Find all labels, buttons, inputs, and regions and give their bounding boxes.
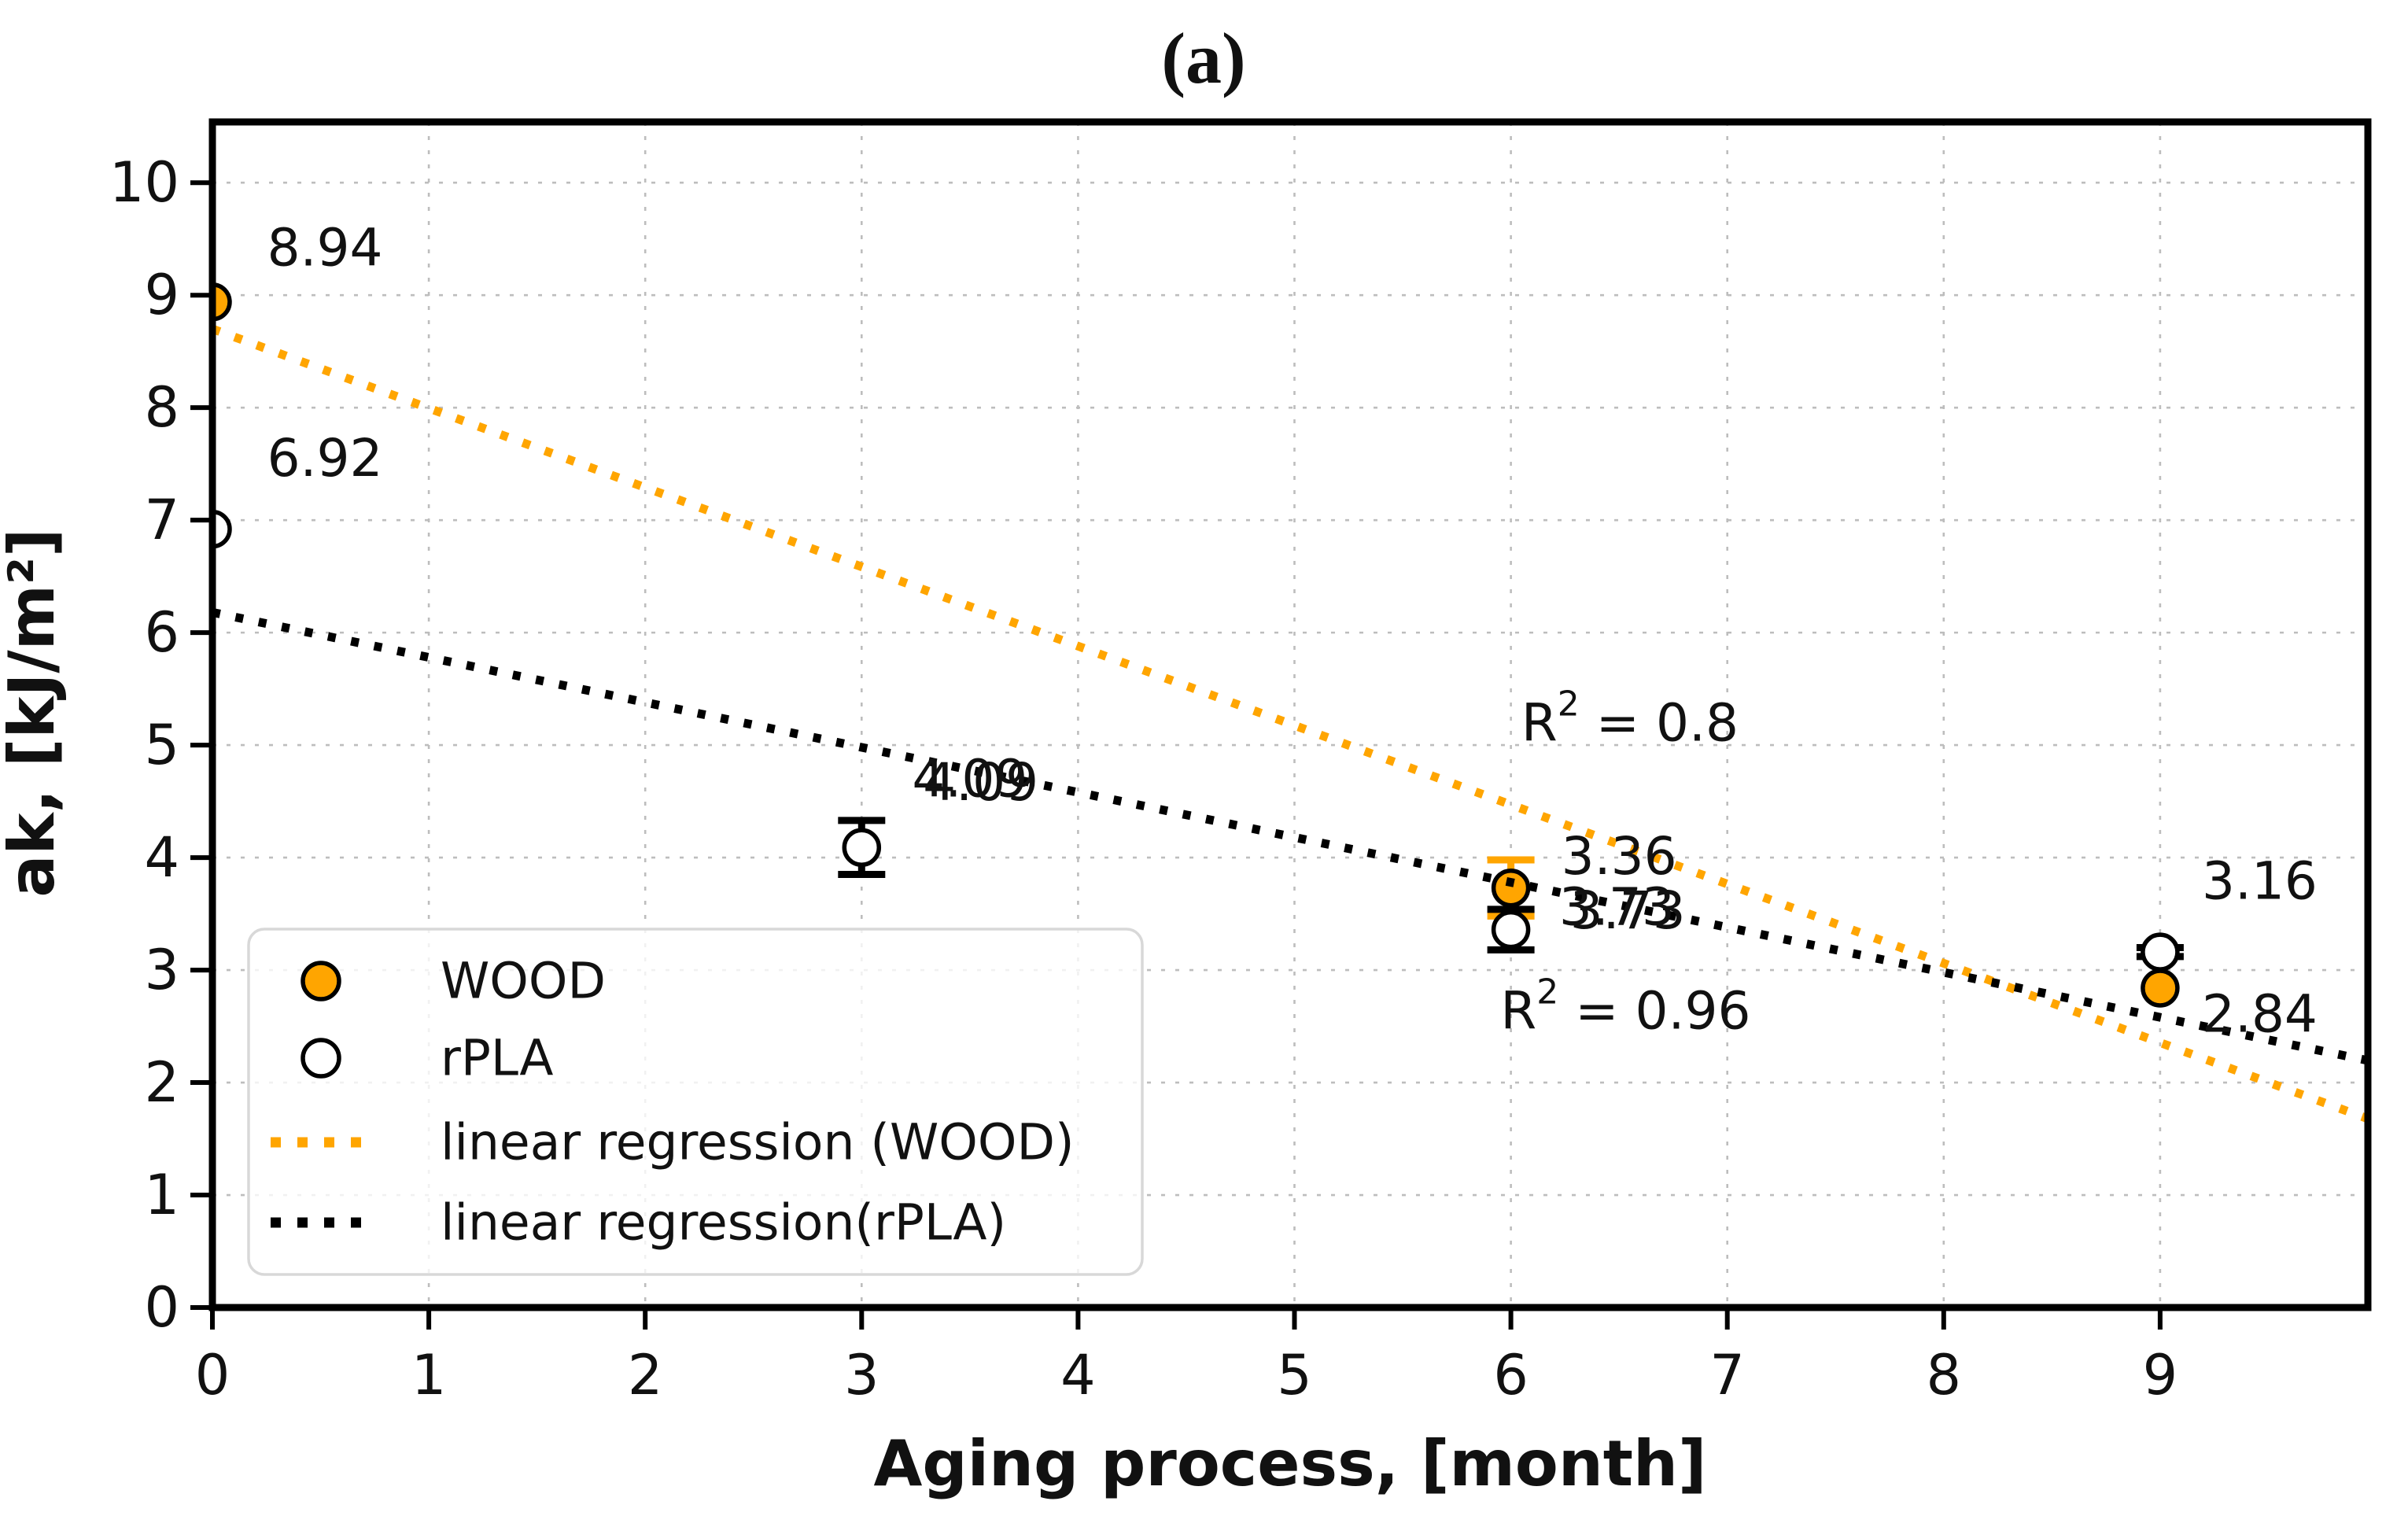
- x-tick-label: 6: [1493, 1343, 1529, 1407]
- data-point-rpla: [1491, 909, 1531, 950]
- data-point-rpla: [842, 828, 882, 867]
- annotation: R2 = 0.8: [1521, 684, 1739, 753]
- regression-line-wood: [212, 324, 2368, 1123]
- axes-layer: [190, 118, 2372, 1330]
- data-point-rpla: [2141, 932, 2180, 972]
- y-axis-label: ak, [kJ/m²]: [0, 528, 68, 897]
- y-tick-label: 10: [109, 150, 179, 215]
- legend-label: WOOD: [441, 953, 606, 1010]
- annotation: 8.94: [267, 218, 383, 278]
- chart-title: (a): [1161, 18, 1245, 98]
- gridlines-layer: [212, 122, 2368, 1308]
- x-axis-label: Aging process, [month]: [873, 1427, 1706, 1500]
- data-point-wood: [1491, 868, 1531, 908]
- legend-marker-wood: [301, 961, 341, 1001]
- annotation: 3.73: [1559, 876, 1675, 937]
- plot-border: [208, 118, 2372, 1311]
- legend-marker-rpla: [301, 1038, 341, 1079]
- y-tick-label: 0: [144, 1275, 179, 1340]
- y-tick-label: 4: [144, 825, 179, 890]
- y-tick-label: 2: [144, 1050, 179, 1115]
- data-point-wood: [2141, 968, 2180, 1008]
- y-tick-label: 9: [144, 263, 179, 327]
- data-point-rpla: [212, 509, 232, 549]
- legend: WOOD rPLA linear regression (WOOD) linear r…: [247, 928, 1144, 1276]
- annotation: 6.92: [267, 428, 383, 489]
- x-tick-label: 3: [844, 1343, 879, 1407]
- annotation: 3.73: [1570, 880, 1686, 941]
- x-tick-label: 9: [2143, 1343, 2178, 1407]
- x-tick-label: 4: [1060, 1343, 1096, 1407]
- y-tick-label: 7: [144, 488, 179, 552]
- y-tick-label: 1: [144, 1163, 179, 1227]
- annotations-layer: 8.94 6.92 4.094.09 3.363.733.73 3.16 2.84 R2 =…: [267, 218, 2318, 1045]
- x-tick-label: 0: [195, 1343, 230, 1407]
- annotation: 3.16: [2202, 851, 2318, 912]
- annotation: 4.09: [912, 748, 1027, 809]
- tick-labels-layer: 0 1 2 3 4 5 6 7 8 9 0 1 2 3 4 5 6 7 8 9 10: [109, 150, 2178, 1407]
- legend-label: linear regression (WOOD): [441, 1114, 1075, 1171]
- annotation: 3.36: [1562, 826, 1677, 887]
- y-tick-label: 8: [144, 375, 179, 440]
- legend-label: linear regression(rPLA): [441, 1194, 1006, 1252]
- data-point-wood: [212, 282, 232, 322]
- x-tick-label: 5: [1277, 1343, 1312, 1407]
- y-tick-label: 5: [144, 713, 179, 777]
- x-tick-label: 7: [1709, 1343, 1745, 1407]
- data-layer: [212, 282, 2368, 1123]
- y-tick-label: 3: [144, 938, 179, 1002]
- x-tick-label: 1: [411, 1343, 447, 1407]
- annotation: 2.84: [2202, 983, 2318, 1044]
- y-tick-label: 6: [144, 600, 179, 665]
- legend-label: rPLA: [441, 1030, 554, 1087]
- legend-box: [247, 928, 1144, 1276]
- annotation: 4.09: [923, 752, 1038, 813]
- x-tick-label: 8: [1927, 1343, 1962, 1407]
- annotation: R2 = 0.96: [1500, 972, 1750, 1041]
- x-tick-label: 2: [628, 1343, 663, 1407]
